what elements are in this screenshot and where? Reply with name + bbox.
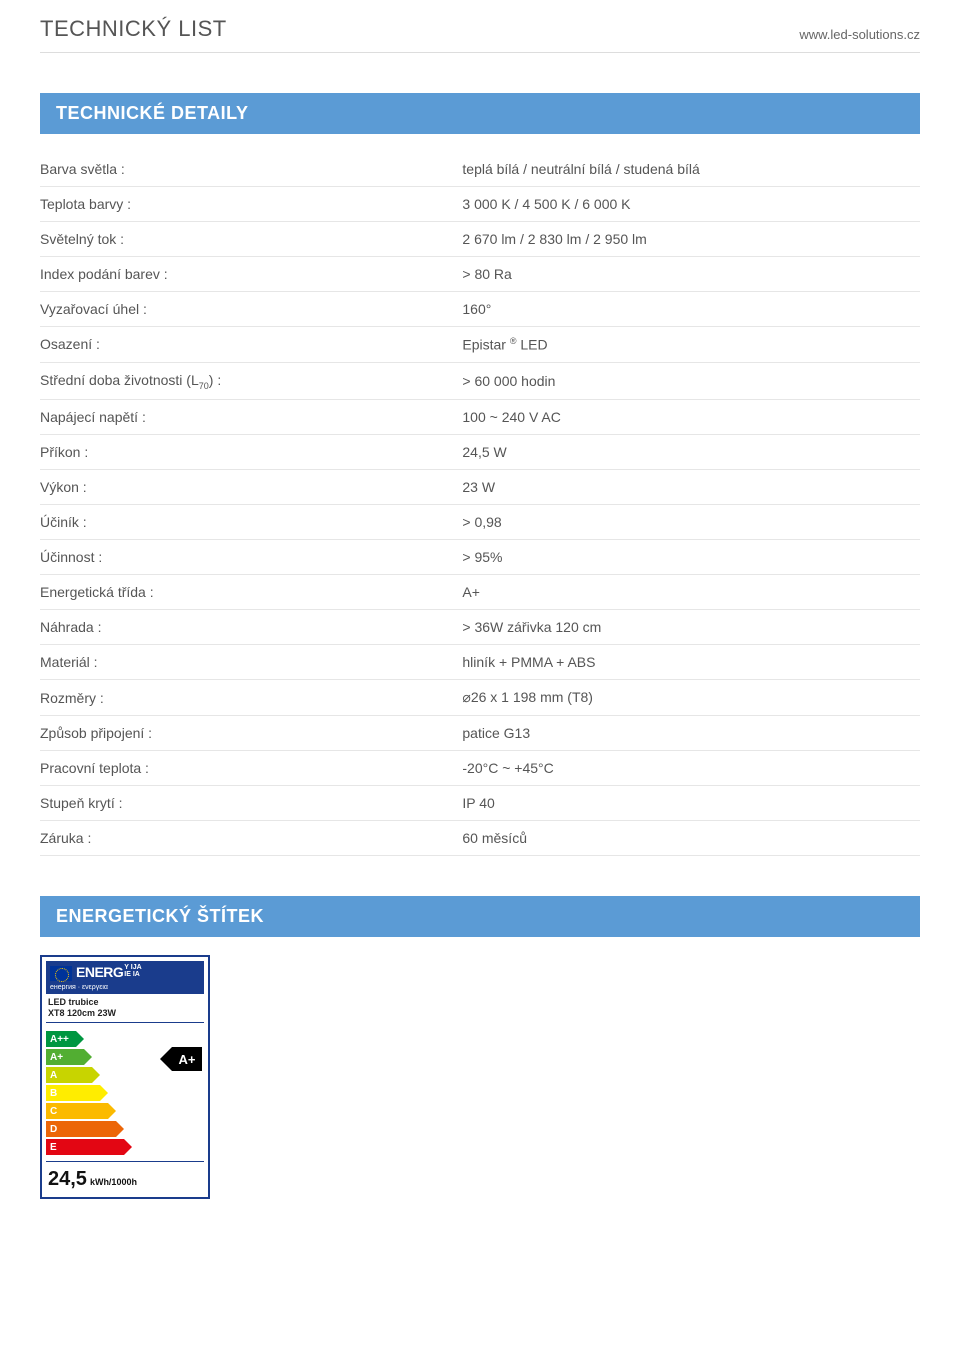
energy-scale: A++ A+ ABCDE A+ bbox=[46, 1029, 204, 1162]
energy-label-header: ENERGY IJAIE IA bbox=[46, 961, 204, 984]
energy-rating-arrow: A+ bbox=[160, 1047, 202, 1071]
section-title-details: TECHNICKÉ DETAILY bbox=[40, 93, 920, 134]
spec-label: Světelný tok : bbox=[40, 222, 462, 257]
spec-value: 160° bbox=[462, 292, 920, 327]
spec-label: Teplota barvy : bbox=[40, 187, 462, 222]
spec-label: Pracovní teplota : bbox=[40, 751, 462, 786]
spec-label: Vyzařovací úhel : bbox=[40, 292, 462, 327]
spec-value: 23 W bbox=[462, 470, 920, 505]
table-row: Střední doba životnosti (L70) :> 60 000 … bbox=[40, 362, 920, 400]
spec-value: teplá bílá / neutrální bílá / studená bí… bbox=[462, 152, 920, 187]
energy-scale-bar: E bbox=[46, 1139, 124, 1155]
energy-scale-bar: A bbox=[46, 1067, 92, 1083]
energy-scale-row: C bbox=[46, 1103, 204, 1119]
table-row: Účiník :> 0,98 bbox=[40, 505, 920, 540]
table-row: Energetická třída :A+ bbox=[40, 575, 920, 610]
table-row: Napájecí napětí :100 ~ 240 V AC bbox=[40, 400, 920, 435]
spec-value: Epistar ® LED bbox=[462, 327, 920, 363]
energy-scale-bar: B bbox=[46, 1085, 100, 1101]
table-row: Barva světla :teplá bílá / neutrální bíl… bbox=[40, 152, 920, 187]
spec-value: A+ bbox=[462, 575, 920, 610]
table-row: Účinnost :> 95% bbox=[40, 540, 920, 575]
spec-label: Index podání barev : bbox=[40, 257, 462, 292]
energy-subline: енергия · ενεργεια bbox=[46, 984, 204, 994]
consumption-value: 24,5 bbox=[48, 1168, 87, 1191]
spec-label: Výkon : bbox=[40, 470, 462, 505]
eu-flag-icon bbox=[50, 966, 72, 981]
spec-table: Barva světla :teplá bílá / neutrální bíl… bbox=[40, 152, 920, 856]
spec-value: > 0,98 bbox=[462, 505, 920, 540]
spec-label: Energetická třída : bbox=[40, 575, 462, 610]
table-row: Příkon :24,5 W bbox=[40, 435, 920, 470]
spec-value: -20°C ~ +45°C bbox=[462, 751, 920, 786]
energy-scale-bar: C bbox=[46, 1103, 108, 1119]
energy-scale-bar: A++ bbox=[46, 1031, 76, 1047]
table-row: Teplota barvy :3 000 K / 4 500 K / 6 000… bbox=[40, 187, 920, 222]
energy-scale-bar: A+ bbox=[46, 1049, 84, 1065]
table-row: Záruka :60 měsíců bbox=[40, 821, 920, 856]
spec-value: > 95% bbox=[462, 540, 920, 575]
section-title-energy: ENERGETICKÝ ŠTÍTEK bbox=[40, 896, 920, 937]
table-row: Světelný tok :2 670 lm / 2 830 lm / 2 95… bbox=[40, 222, 920, 257]
energy-scale-row: B bbox=[46, 1085, 204, 1101]
table-row: Vyzařovací úhel :160° bbox=[40, 292, 920, 327]
table-row: Způsob připojení :patice G13 bbox=[40, 716, 920, 751]
spec-value: 100 ~ 240 V AC bbox=[462, 400, 920, 435]
spec-value: > 36W zářivka 120 cm bbox=[462, 610, 920, 645]
spec-value: > 80 Ra bbox=[462, 257, 920, 292]
spec-label: Materiál : bbox=[40, 645, 462, 680]
spec-label: Účiník : bbox=[40, 505, 462, 540]
spec-label: Barva světla : bbox=[40, 152, 462, 187]
table-row: Rozměry :⌀26 x 1 198 mm (T8) bbox=[40, 680, 920, 716]
doc-title: TECHNICKÝ LIST bbox=[40, 16, 227, 42]
spec-value: IP 40 bbox=[462, 786, 920, 821]
spec-value: hliník + PMMA + ABS bbox=[462, 645, 920, 680]
spec-value: 60 měsíců bbox=[462, 821, 920, 856]
page-header: TECHNICKÝ LIST www.led-solutions.cz bbox=[40, 0, 920, 53]
table-row: Pracovní teplota :-20°C ~ +45°C bbox=[40, 751, 920, 786]
energy-scale-bar: D bbox=[46, 1121, 116, 1137]
spec-label: Způsob připojení : bbox=[40, 716, 462, 751]
energy-scale-row: D bbox=[46, 1121, 204, 1137]
energy-consumption: 24,5 kWh/1000h bbox=[46, 1166, 204, 1193]
spec-value: 24,5 W bbox=[462, 435, 920, 470]
energy-product-line2: XT8 120cm 23W bbox=[46, 1008, 204, 1023]
spec-label: Napájecí napětí : bbox=[40, 400, 462, 435]
table-row: Materiál :hliník + PMMA + ABS bbox=[40, 645, 920, 680]
spec-label: Stupeň krytí : bbox=[40, 786, 462, 821]
spec-label: Rozměry : bbox=[40, 680, 462, 716]
spec-label: Záruka : bbox=[40, 821, 462, 856]
energy-scale-row: A++ bbox=[46, 1031, 204, 1047]
table-row: Stupeň krytí :IP 40 bbox=[40, 786, 920, 821]
energy-rating-value: A+ bbox=[172, 1047, 202, 1071]
spec-value: patice G13 bbox=[462, 716, 920, 751]
consumption-unit: kWh/1000h bbox=[90, 1177, 137, 1187]
spec-label: Náhrada : bbox=[40, 610, 462, 645]
table-row: Osazení :Epistar ® LED bbox=[40, 327, 920, 363]
energy-product-line1: LED trubice bbox=[46, 994, 204, 1008]
energy-brand: ENERGY IJAIE IA bbox=[76, 964, 142, 982]
table-row: Index podání barev :> 80 Ra bbox=[40, 257, 920, 292]
site-url: www.led-solutions.cz bbox=[799, 27, 920, 42]
energy-scale-row: E bbox=[46, 1139, 204, 1155]
spec-value: 3 000 K / 4 500 K / 6 000 K bbox=[462, 187, 920, 222]
table-row: Výkon :23 W bbox=[40, 470, 920, 505]
table-row: Náhrada :> 36W zářivka 120 cm bbox=[40, 610, 920, 645]
spec-value: 2 670 lm / 2 830 lm / 2 950 lm bbox=[462, 222, 920, 257]
spec-value: ⌀26 x 1 198 mm (T8) bbox=[462, 680, 920, 716]
spec-label: Střední doba životnosti (L70) : bbox=[40, 362, 462, 400]
spec-value: > 60 000 hodin bbox=[462, 362, 920, 400]
spec-label: Účinnost : bbox=[40, 540, 462, 575]
spec-label: Příkon : bbox=[40, 435, 462, 470]
energy-label: ENERGY IJAIE IA енергия · ενεργεια LED t… bbox=[40, 955, 210, 1199]
spec-label: Osazení : bbox=[40, 327, 462, 363]
